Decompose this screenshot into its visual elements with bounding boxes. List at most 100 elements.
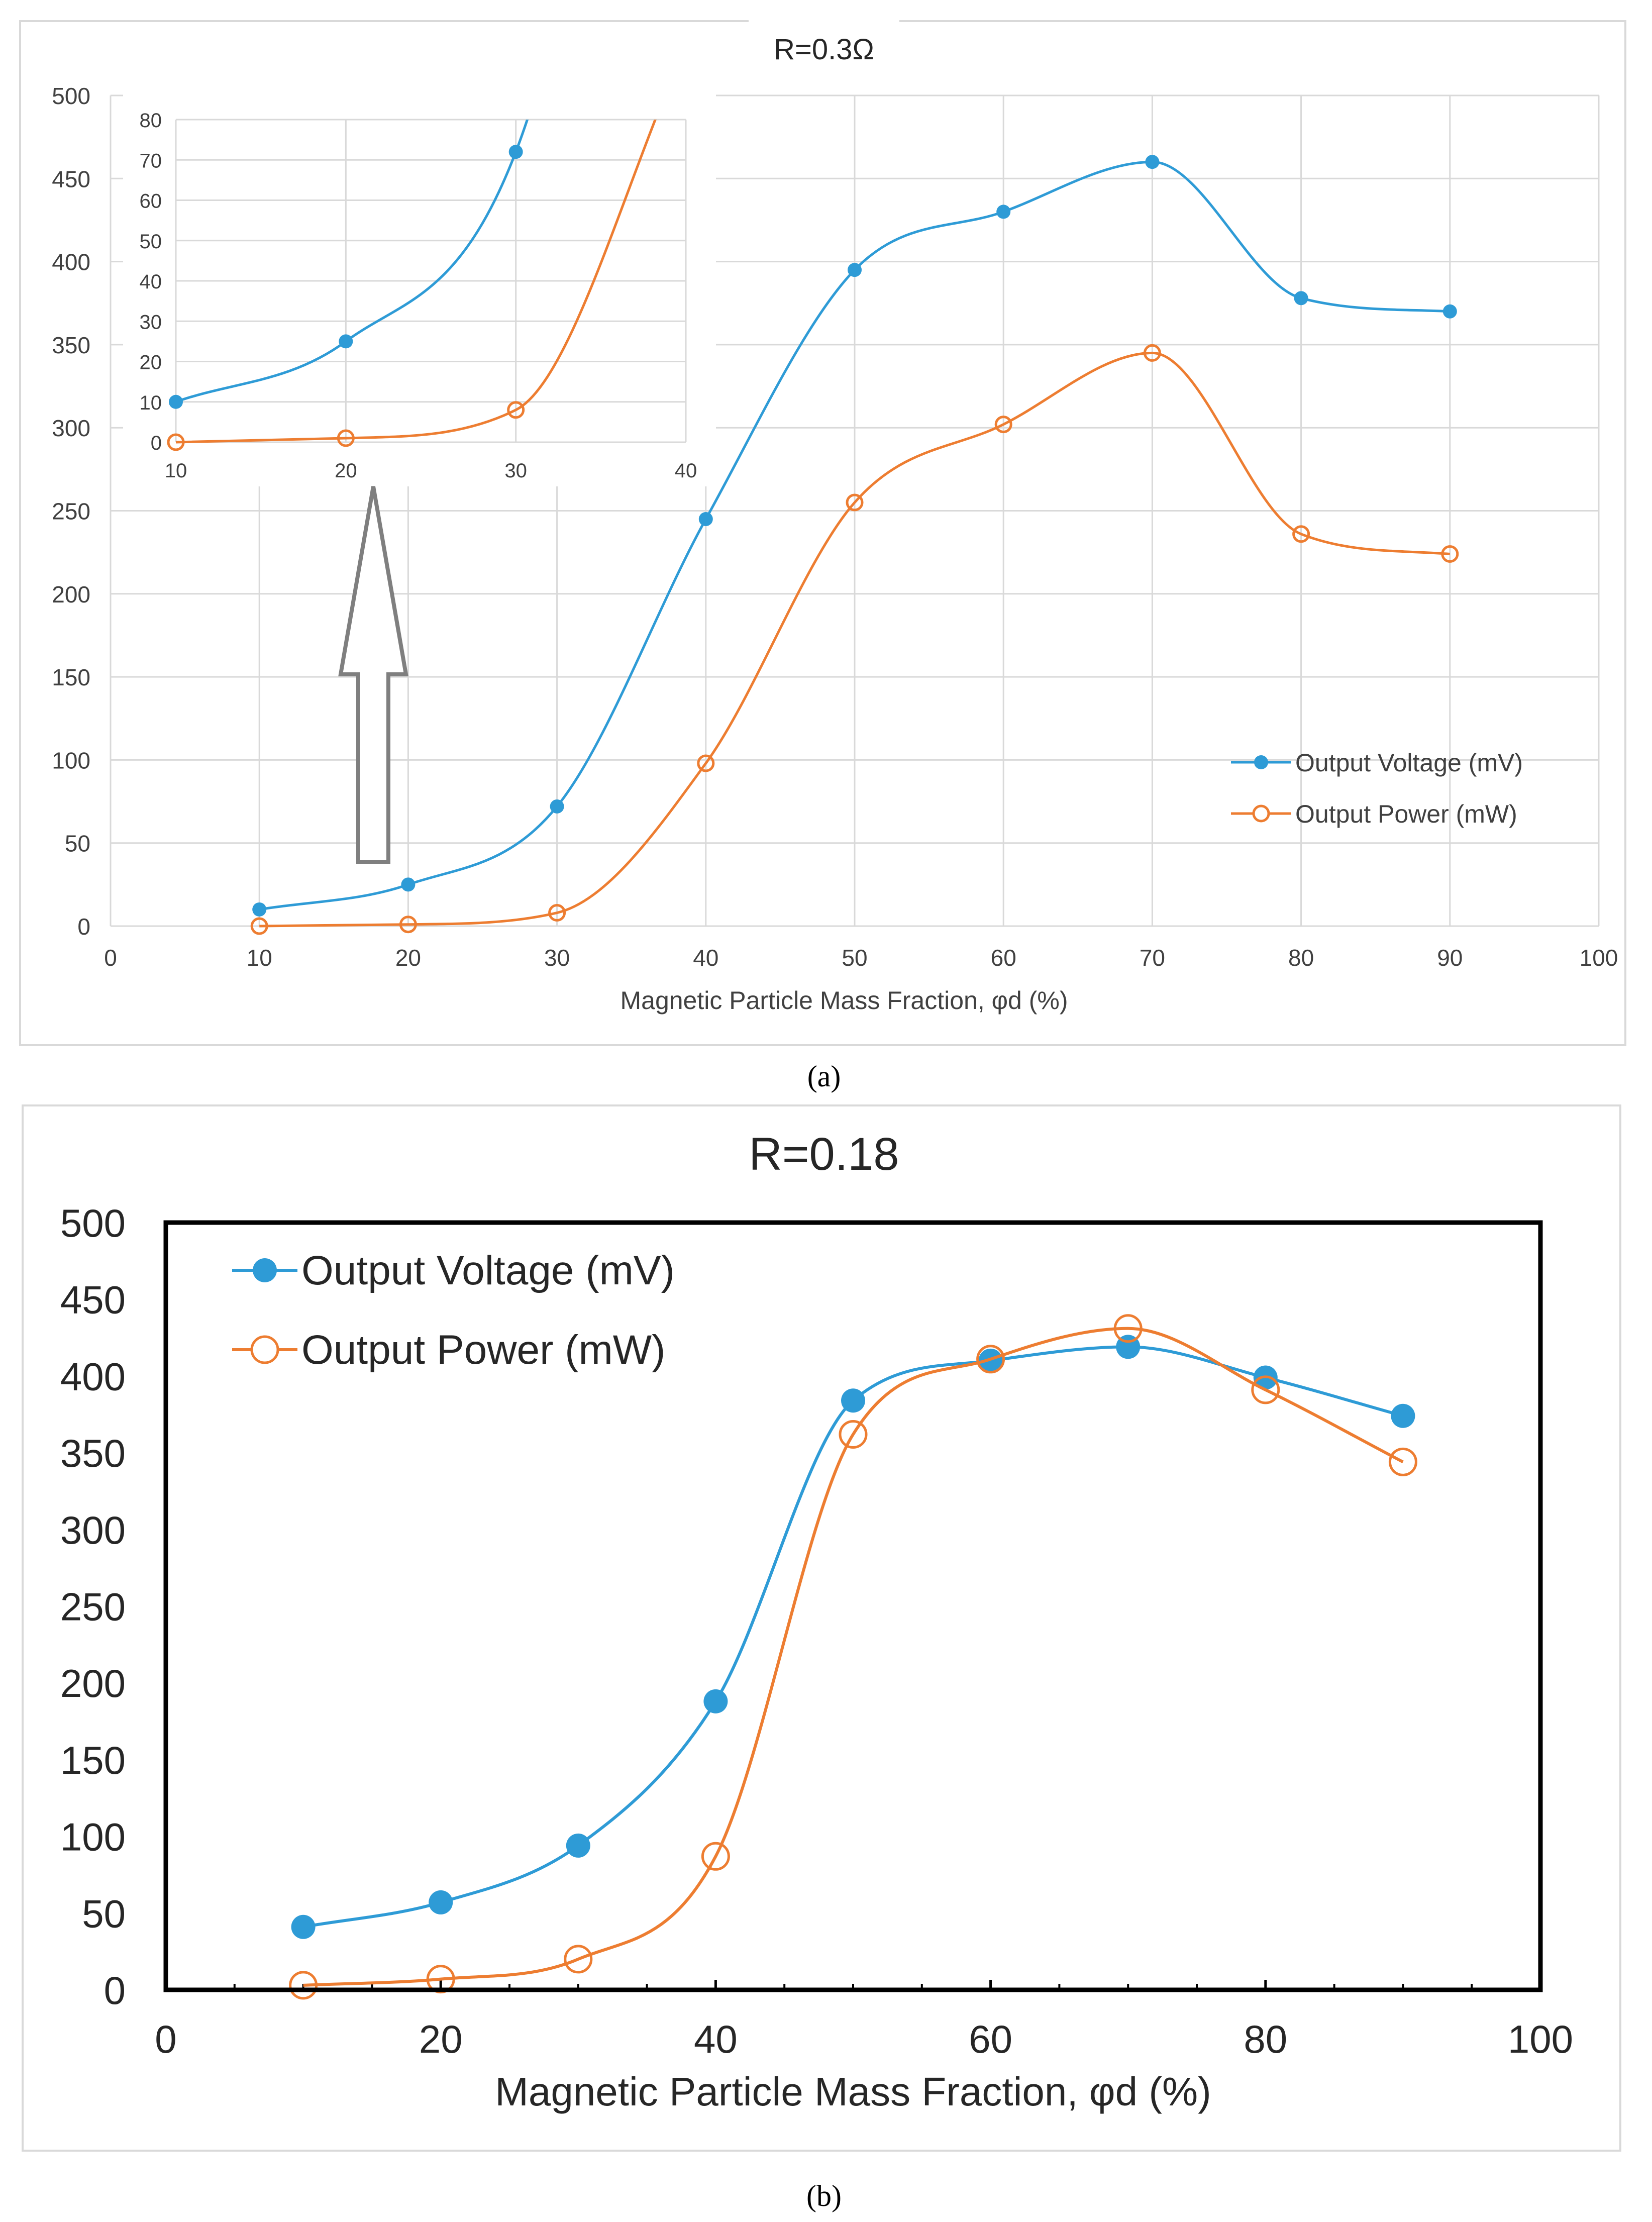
voltage-point-10 bbox=[169, 394, 183, 409]
a-xtick-40: 40 bbox=[693, 945, 718, 971]
power-point-50 bbox=[839, 1420, 868, 1449]
panel-a-legend: Output Voltage (mV) Output Power (mW) bbox=[1231, 749, 1523, 828]
b-ytick-200: 200 bbox=[60, 1661, 126, 1705]
voltage-point-90 bbox=[1442, 304, 1457, 319]
panel-a-title: R=0.3Ω bbox=[774, 33, 874, 66]
voltage-point-50 bbox=[841, 1388, 865, 1413]
legend-a-power-label: Output Power (mW) bbox=[1295, 800, 1517, 828]
a-ytick-0: 0 bbox=[77, 914, 90, 940]
b-ytick-450: 450 bbox=[60, 1278, 126, 1322]
inset-ytick-50: 50 bbox=[140, 231, 162, 253]
voltage-point-10 bbox=[291, 1914, 316, 1939]
power-point-50 bbox=[846, 493, 864, 512]
inset-ytick-20: 20 bbox=[140, 352, 162, 374]
a-xtick-30: 30 bbox=[544, 945, 570, 971]
power-point-40 bbox=[701, 1842, 730, 1871]
power-point-70 bbox=[1113, 1314, 1143, 1343]
inset-xtick-20: 20 bbox=[335, 460, 357, 482]
power-series-line bbox=[175, 120, 657, 444]
power-point-20 bbox=[426, 1965, 455, 1994]
b-ytick-100: 100 bbox=[60, 1815, 126, 1859]
panel-a-series bbox=[250, 155, 1459, 935]
voltage-series-line bbox=[175, 120, 529, 403]
inset-xtick-30: 30 bbox=[504, 460, 527, 482]
voltage-point-70 bbox=[1145, 155, 1160, 169]
inset-background bbox=[123, 84, 716, 486]
power-point-90 bbox=[1441, 545, 1459, 563]
a-ytick-500: 500 bbox=[52, 83, 90, 109]
voltage-point-60 bbox=[996, 205, 1011, 219]
power-point-10 bbox=[289, 1971, 318, 2000]
a-ytick-200: 200 bbox=[52, 581, 90, 608]
power-point-40 bbox=[697, 754, 715, 772]
a-ytick-300: 300 bbox=[52, 415, 90, 441]
panel-b-x-axis-title: Magnetic Particle Mass Fraction, φd (%) bbox=[495, 2069, 1211, 2114]
voltage-series-line bbox=[303, 1345, 1404, 1929]
panel-b-legend: Output Voltage (mV) Output Power (mW) bbox=[232, 1248, 675, 1373]
b-xtick-80: 80 bbox=[1244, 2017, 1287, 2061]
b-ytick-400: 400 bbox=[60, 1354, 126, 1398]
a-ytick-150: 150 bbox=[52, 664, 90, 690]
power-point-20 bbox=[337, 429, 355, 447]
power-series-line bbox=[259, 351, 1450, 928]
b-xtick-0: 0 bbox=[155, 2017, 176, 2061]
power-point-30 bbox=[564, 1945, 593, 1974]
a-ytick-250: 250 bbox=[52, 498, 90, 525]
power-point-20 bbox=[399, 916, 417, 934]
voltage-point-40 bbox=[703, 1689, 728, 1713]
a-xtick-100: 100 bbox=[1580, 945, 1618, 971]
inset-xtick-10: 10 bbox=[165, 460, 187, 482]
inset-series bbox=[167, 120, 657, 451]
a-ytick-100: 100 bbox=[52, 747, 90, 773]
inset-grid bbox=[175, 119, 687, 443]
b-ytick-500: 500 bbox=[60, 1201, 126, 1245]
legend-b-voltage-marker bbox=[253, 1258, 277, 1282]
a-ytick-400: 400 bbox=[52, 249, 90, 275]
inset-ytick-70: 70 bbox=[140, 150, 162, 172]
a-ytick-450: 450 bbox=[52, 166, 90, 192]
caption-b: (b) bbox=[806, 2179, 842, 2212]
a-xtick-90: 90 bbox=[1437, 945, 1463, 971]
a-ytick-50: 50 bbox=[65, 831, 90, 857]
b-ytick-150: 150 bbox=[60, 1738, 126, 1782]
power-point-90 bbox=[1388, 1447, 1417, 1476]
b-ytick-250: 250 bbox=[60, 1585, 126, 1629]
voltage-point-80 bbox=[1294, 291, 1308, 306]
legend-a-power-marker bbox=[1252, 804, 1270, 823]
panel-b: R=0.18 0 50 100 150 200 250 300 350 400 450 500 0 20… bbox=[22, 1104, 1621, 2152]
inset-ytick-60: 60 bbox=[140, 190, 162, 213]
voltage-point-30 bbox=[508, 145, 523, 159]
power-point-60 bbox=[994, 416, 1012, 434]
b-xtick-20: 20 bbox=[419, 2017, 463, 2061]
voltage-point-20 bbox=[429, 1890, 453, 1914]
power-point-10 bbox=[250, 917, 268, 935]
b-ytick-50: 50 bbox=[82, 1891, 126, 1936]
voltage-point-20 bbox=[339, 334, 353, 349]
inset-ytick-10: 10 bbox=[140, 392, 162, 414]
b-ytick-350: 350 bbox=[60, 1431, 126, 1475]
legend-b-power-marker bbox=[250, 1335, 279, 1364]
b-ytick-0: 0 bbox=[104, 1968, 126, 2012]
b-xtick-40: 40 bbox=[694, 2017, 738, 2061]
voltage-point-50 bbox=[848, 263, 862, 277]
voltage-point-30 bbox=[550, 799, 564, 814]
inset-ytick-80: 80 bbox=[140, 110, 162, 132]
voltage-series-line bbox=[259, 160, 1450, 911]
b-xtick-60: 60 bbox=[969, 2017, 1012, 2061]
legend-b-voltage-label: Output Voltage (mV) bbox=[301, 1248, 675, 1293]
a-xtick-0: 0 bbox=[104, 945, 117, 971]
legend-a-voltage-label: Output Voltage (mV) bbox=[1295, 749, 1523, 777]
power-point-80 bbox=[1292, 525, 1310, 543]
b-ytick-300: 300 bbox=[60, 1508, 126, 1552]
voltage-point-10 bbox=[252, 902, 267, 917]
a-xtick-80: 80 bbox=[1288, 945, 1314, 971]
b-xtick-100: 100 bbox=[1508, 2017, 1573, 2061]
a-xtick-50: 50 bbox=[842, 945, 867, 971]
power-point-70 bbox=[1143, 344, 1161, 362]
panel-b-title: R=0.18 bbox=[749, 1129, 899, 1180]
a-xtick-20: 20 bbox=[395, 945, 421, 971]
